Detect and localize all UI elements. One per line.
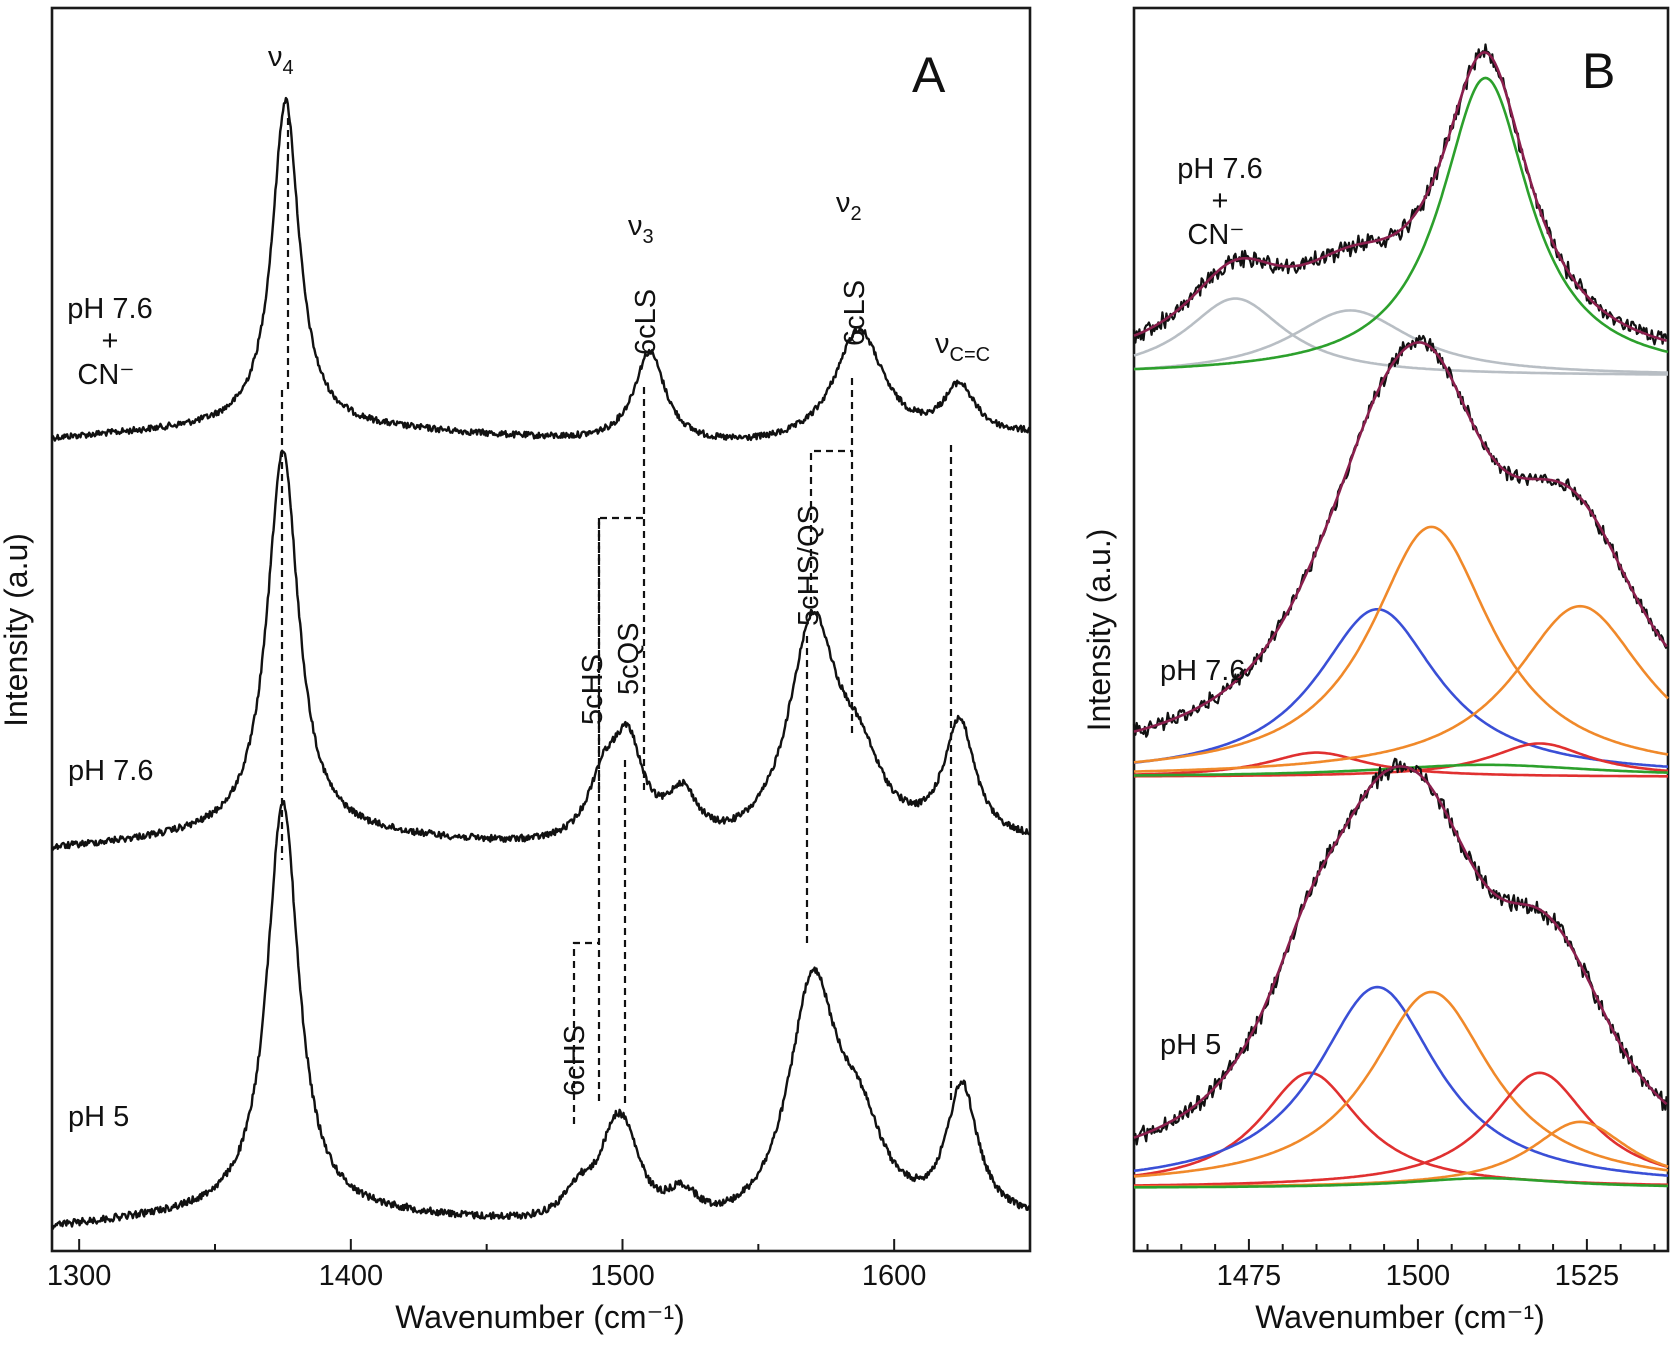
panel-b-x-axis-title: Wavenumber (cm⁻¹) <box>1255 1299 1545 1335</box>
panel-b-component-curve <box>1133 990 1669 1178</box>
panel-b-trace-label-ph5: pH 5 <box>1160 1029 1221 1061</box>
panel-b-component-curve <box>1133 608 1669 768</box>
panel-b-y-axis-title: Intensity (a.u.) <box>1081 529 1117 732</box>
panel-b-traces <box>1132 43 1669 1189</box>
panel-a-x-ticks: 1300 1400 1500 1600 <box>47 1239 1031 1292</box>
nu3-6cls-label: 6cLS <box>630 289 662 355</box>
panel-b-x-ticks: 1475 1500 1525 <box>1146 1239 1656 1292</box>
panel-b-component-curve <box>1133 1071 1669 1187</box>
panel-b-component-curve <box>1133 76 1669 371</box>
nu3-label: ν3 <box>628 210 654 248</box>
x-tick-label: 1525 <box>1555 1260 1620 1292</box>
panel-a-trace-label-cn-line1: pH 7.6 <box>67 293 152 325</box>
x-tick-label: 1500 <box>1386 1260 1451 1292</box>
panel-b-frame <box>1132 6 1670 1253</box>
panel-a-spectrum-trace <box>50 96 1031 442</box>
panel-b: 1475 1500 1525 pH 7.6 + CN⁻ pH 7.6 pH 5 B … <box>1081 6 1670 1335</box>
panel-b-component-curve <box>1133 309 1668 374</box>
panel-b-letter: B <box>1582 43 1615 99</box>
panel-a-marker-lines <box>280 118 953 1124</box>
x-tick-label: 1300 <box>47 1260 112 1292</box>
panel-b-component-curve <box>1133 525 1669 764</box>
panel-a-trace-label-ph76: pH 7.6 <box>68 755 153 787</box>
panel-a-spectrum-trace <box>50 449 1031 851</box>
panel-b-fit-sum-curve <box>1133 341 1668 733</box>
5chsqs-bracket <box>809 449 852 616</box>
panel-a-spectrum-trace <box>50 799 1031 1230</box>
5cqs-label: 5cQS <box>613 622 645 695</box>
5chs-bracket <box>597 516 644 793</box>
panel-b-trace-label-cn-line1: pH 7.6 <box>1177 153 1262 185</box>
panel-b-component-curve <box>1134 1176 1668 1189</box>
6chs-bracket <box>572 941 599 1124</box>
panel-b-component-curve <box>1134 604 1669 773</box>
x-tick-label: 1500 <box>590 1260 655 1292</box>
panel-a-letter: A <box>912 47 946 103</box>
nu2-6cls-label: 6cLS <box>839 280 871 346</box>
panel-b-component-curve <box>1133 985 1669 1177</box>
panel-a-trace-label-cn-line3: CN⁻ <box>77 359 134 391</box>
nu4-label: ν4 <box>268 41 294 79</box>
panel-a-trace-label-ph5: pH 5 <box>68 1101 129 1133</box>
panel-b-trace-label-ph76: pH 7.6 <box>1160 655 1245 687</box>
panel-b-data-trace <box>1132 334 1668 738</box>
x-tick-label: 1600 <box>862 1260 927 1292</box>
x-tick-label: 1475 <box>1217 1260 1282 1292</box>
panel-a-x-axis-title: Wavenumber (cm⁻¹) <box>395 1299 685 1335</box>
panel-b-trace-label-cn-line3: CN⁻ <box>1187 219 1244 251</box>
nucc-label: νC=C <box>935 328 990 366</box>
panel-b-fit-sum-curve <box>1133 51 1667 342</box>
x-tick-label: 1400 <box>319 1260 384 1292</box>
5chsqs-label: 5cHS/QS <box>793 505 825 626</box>
panel-a-y-axis-title: Intensity (a.u) <box>0 533 34 727</box>
panel-a: 1300 1400 1500 1600 ν4 ν3 ν2 νC=C 6cLS 6cLS… <box>0 6 1032 1335</box>
panel-a-frame <box>50 6 1032 1253</box>
panel-b-trace-label-cn-line2: + <box>1212 185 1229 217</box>
panel-a-traces <box>50 96 1031 1230</box>
panel-b-component-curve <box>1133 297 1668 376</box>
6chs-label: 6cHS <box>559 1025 591 1096</box>
panel-a-trace-label-cn-line2: + <box>102 325 119 357</box>
nu2-label: ν2 <box>836 187 862 225</box>
5chs-label: 5cHS <box>577 654 609 725</box>
panel-b-fit-sum-curve <box>1133 765 1668 1139</box>
